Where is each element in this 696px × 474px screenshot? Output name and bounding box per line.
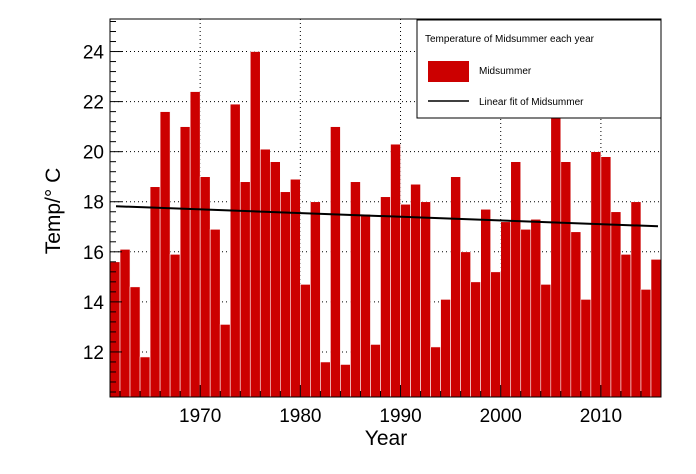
bar-1978 xyxy=(280,191,291,398)
y-tick-label: 16 xyxy=(83,243,104,264)
y-tick-label: 18 xyxy=(83,193,104,214)
x-tick-label: 2000 xyxy=(480,406,522,427)
bar-1983 xyxy=(330,126,341,398)
bar-1969 xyxy=(189,91,201,398)
y-axis-title: Temp/° C xyxy=(42,168,65,255)
bar-1971 xyxy=(209,228,221,398)
bars xyxy=(109,51,662,398)
bar-1990 xyxy=(400,203,411,398)
bar-1963 xyxy=(129,286,141,398)
bar-1984 xyxy=(340,364,351,398)
bar-2001 xyxy=(510,161,522,398)
y-tick-label: 14 xyxy=(83,293,105,314)
bar-1972 xyxy=(219,324,231,398)
y-tick-label: 12 xyxy=(83,343,104,364)
bar-2002 xyxy=(520,228,532,398)
bar-2009 xyxy=(590,151,602,398)
x-tick-label: 1970 xyxy=(179,406,221,427)
x-tick-label: 1990 xyxy=(379,406,421,427)
bar-1973 xyxy=(229,103,241,398)
bar-1989 xyxy=(390,143,401,398)
y-tick-label: 22 xyxy=(83,93,104,114)
bar-2000 xyxy=(500,221,512,398)
bar-1996 xyxy=(460,251,471,398)
bar-2013 xyxy=(630,201,642,398)
bar-1968 xyxy=(179,126,191,398)
legend-label-midsummer: Midsummer xyxy=(479,66,532,77)
bar-2005 xyxy=(550,116,562,398)
x-tick-label: 2010 xyxy=(580,406,622,427)
legend-title: Temperature of Midsummer each year xyxy=(425,34,595,45)
bar-1966 xyxy=(159,111,171,398)
bar-1994 xyxy=(440,299,451,398)
bar-1974 xyxy=(239,181,251,398)
fit-line-group xyxy=(115,205,659,228)
bar-2011 xyxy=(610,211,622,398)
bar-1992 xyxy=(420,201,431,398)
bar-1967 xyxy=(169,254,181,398)
bar-2014 xyxy=(640,289,652,398)
bar-1986 xyxy=(360,213,371,398)
legend-label-fit: Linear fit of Midsummer xyxy=(479,97,584,108)
bar-1982 xyxy=(320,361,331,398)
bar-2006 xyxy=(560,161,572,398)
bar-1981 xyxy=(310,201,321,398)
bar-1987 xyxy=(370,344,381,398)
bar-2012 xyxy=(620,254,632,398)
bar-1964 xyxy=(139,356,151,398)
bar-1977 xyxy=(269,161,281,398)
bar-1988 xyxy=(380,196,391,398)
fit-line xyxy=(115,205,659,228)
bar-2010 xyxy=(600,156,612,398)
bar-1998 xyxy=(480,208,491,398)
bar-1995 xyxy=(450,176,461,398)
plot-frame xyxy=(109,18,662,398)
bar-1997 xyxy=(470,281,481,398)
bar-1991 xyxy=(410,183,421,398)
x-axis-title: Year xyxy=(365,427,407,450)
bar-1999 xyxy=(490,271,502,398)
bar-1980 xyxy=(300,284,311,398)
bar-2004 xyxy=(540,284,552,398)
bar-1975 xyxy=(249,51,261,398)
bar-1962 xyxy=(119,249,131,398)
y-tick-label: 20 xyxy=(83,143,104,164)
x-tick-label: 1980 xyxy=(279,406,321,427)
bar-2008 xyxy=(580,299,592,398)
legend-swatch-midsummer xyxy=(428,61,469,82)
bar-2007 xyxy=(570,231,582,398)
bar-1976 xyxy=(259,148,271,398)
legend: Temperature of Midsummer each year Midsu… xyxy=(416,19,662,119)
bar-2015 xyxy=(650,259,662,398)
axes: 1970 1980 1990 2000 2010 12 14 16 18 20 22 24 xyxy=(83,21,662,427)
bar-1965 xyxy=(149,186,161,398)
y-tick-label: 24 xyxy=(83,43,105,64)
bar-1993 xyxy=(430,346,441,398)
bar-2003 xyxy=(530,218,542,398)
